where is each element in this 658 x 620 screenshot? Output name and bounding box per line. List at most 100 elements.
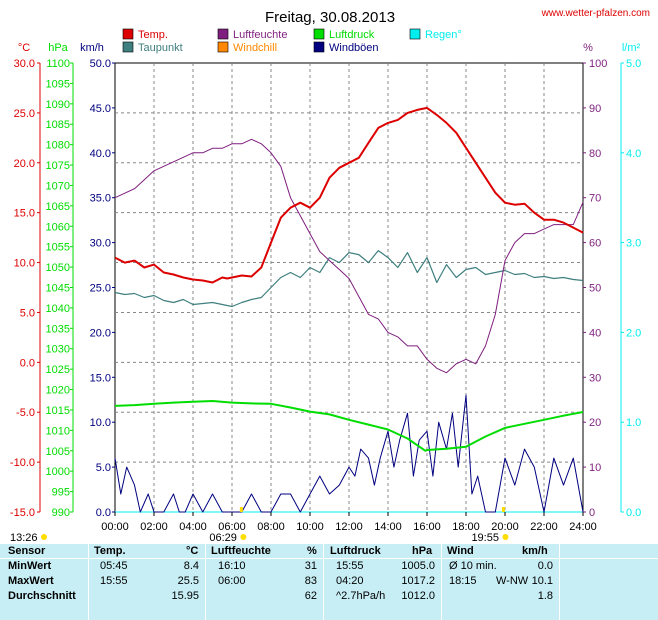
stats-header-press-unit: hPa <box>412 545 433 557</box>
humidity-tick-label: 30 <box>589 372 601 384</box>
temp-tick-label: -10.0 <box>10 457 35 469</box>
x-tick-label: 06:00 <box>218 521 246 533</box>
stats-cell-wind_val: 0.0 <box>537 560 553 572</box>
humidity-tick-label: 0 <box>589 507 595 519</box>
stats-cell-wind_time: 18:15 <box>449 575 477 587</box>
pressure-tick-label: 1035 <box>46 323 70 335</box>
stats-cell-hum_val: 31 <box>304 560 317 572</box>
humidity-tick-label: 70 <box>589 193 601 205</box>
temp-tick-label: 30.0 <box>14 58 35 70</box>
stats-cell-label: Durchschnitt <box>8 590 76 602</box>
pressure-tick-label: 1100 <box>46 58 70 70</box>
humidity-tick-label: 50 <box>589 283 601 295</box>
wind-tick-label: 30.0 <box>90 238 111 250</box>
stats-cell-wind_dir: W-NW <box>496 575 529 587</box>
rain-tick-label: 4.0 <box>626 148 641 160</box>
legend-swatch-windboeen <box>313 41 325 53</box>
pressure-tick-label: 1050 <box>46 262 70 274</box>
pressure-tick-label: 1030 <box>46 344 70 356</box>
sun-marker <box>501 507 505 512</box>
stats-cell-temp_time: 15:55 <box>100 575 128 587</box>
sun-icon <box>502 534 509 540</box>
temp-tick-label: -15.0 <box>10 507 35 519</box>
legend-swatch-temp <box>122 28 134 40</box>
stats-header-press: Luftdruck <box>330 545 381 557</box>
pressure-tick-label: 1060 <box>46 221 70 233</box>
chart-title: Freitag, 30.08.2013 <box>265 9 395 26</box>
sun-icon <box>41 534 47 540</box>
rain-axis-label: l/m² <box>622 42 641 54</box>
temp-tick-label: 10.0 <box>14 258 35 270</box>
stats-cell-wind_time: Ø 10 min. <box>449 560 497 572</box>
wind-tick-label: 5.0 <box>96 462 111 474</box>
rain-tick-label: 1.0 <box>626 417 641 429</box>
legend-swatch-taupunkt <box>122 41 134 53</box>
stats-cell-hum_time: 06:00 <box>218 575 246 587</box>
wind-tick-label: 20.0 <box>90 327 111 339</box>
stats-cell-label: MinWert <box>8 560 52 572</box>
pressure-tick-label: 1005 <box>46 446 70 458</box>
humidity-tick-label: 20 <box>589 417 601 429</box>
pressure-tick-label: 1025 <box>46 364 70 376</box>
legend-label-taupunkt: Taupunkt <box>138 42 183 54</box>
pressure-axis-label: hPa <box>48 42 68 54</box>
x-tick-label: 08:00 <box>257 521 285 533</box>
legend-label-luftdruck: Luftdruck <box>329 29 375 41</box>
sun-event-label: 19:55 <box>471 532 499 544</box>
x-tick-label: 16:00 <box>413 521 441 533</box>
temp-tick-label: -5.0 <box>16 407 35 419</box>
humidity-tick-label: 60 <box>589 238 601 250</box>
stats-header-hum: Luftfeuchte <box>211 545 271 557</box>
rain-tick-label: 5.0 <box>626 58 641 70</box>
sun-event-label: 06:29 <box>209 532 237 544</box>
legend-swatch-luftfeuchte <box>217 28 229 40</box>
stats-cell-wind_val: 10.1 <box>531 575 553 587</box>
wind-tick-label: 40.0 <box>90 148 111 160</box>
temp-tick-label: 0.0 <box>20 357 35 369</box>
x-tick-label: 22:00 <box>530 521 558 533</box>
chart-grid <box>114 62 584 513</box>
pressure-tick-label: 1085 <box>46 119 70 131</box>
pressure-tick-label: 1080 <box>46 140 70 152</box>
temp-tick-label: 25.0 <box>14 108 35 120</box>
stats-cell-hum_val: 62 <box>304 590 317 602</box>
x-tick-label: 20:00 <box>491 521 519 533</box>
legend-swatch-regen <box>409 28 421 40</box>
stats-cell-hum_time: 16:10 <box>218 560 246 572</box>
legend-swatch-luftdruck <box>313 28 325 40</box>
stats-cell-temp_val: 25.5 <box>177 575 199 587</box>
stats-cell-press_time: ^2.7hPa/h <box>336 590 386 602</box>
site-url[interactable]: www.wetter-pfalzen.com <box>541 8 650 19</box>
stats-cell-press_val: 1017.2 <box>401 575 435 587</box>
wind-axis-label: km/h <box>80 42 104 54</box>
wind-tick-label: 45.0 <box>90 103 111 115</box>
x-tick-label: 04:00 <box>179 521 207 533</box>
stats-cell-press_time: 15:55 <box>336 560 364 572</box>
plot-area <box>114 106 584 513</box>
stats-cell-temp_val: 15.95 <box>171 590 199 602</box>
humidity-tick-label: 10 <box>589 462 601 474</box>
sun-marker <box>239 507 243 512</box>
x-tick-label: 12:00 <box>335 521 363 533</box>
sun-event-label: 13:26 <box>10 532 38 544</box>
x-tick-label: 00:00 <box>101 521 129 533</box>
pressure-tick-label: 1065 <box>46 201 70 213</box>
temp-axis-label: °C <box>18 42 30 54</box>
series-line-windboeen <box>114 394 584 513</box>
series-line-temp <box>114 106 584 284</box>
x-tick-label: 02:00 <box>140 521 168 533</box>
stats-cell-temp_time: 05:45 <box>100 560 128 572</box>
x-tick-label: 24:00 <box>569 521 597 533</box>
temp-tick-label: 5.0 <box>20 307 35 319</box>
rain-tick-label: 2.0 <box>626 327 641 339</box>
pressure-tick-label: 1095 <box>46 78 70 90</box>
rain-tick-label: 3.0 <box>626 238 641 250</box>
series-line-luftdruck <box>114 400 584 452</box>
pressure-tick-label: 995 <box>52 487 70 499</box>
stats-table: Sensor Temp. °C Luftfeuchte % Luftdruck … <box>0 544 658 620</box>
pressure-tick-label: 1055 <box>46 242 70 254</box>
stats-cell-press_val: 1005.0 <box>401 560 435 572</box>
pressure-tick-label: 1015 <box>46 405 70 417</box>
x-tick-label: 14:00 <box>374 521 402 533</box>
